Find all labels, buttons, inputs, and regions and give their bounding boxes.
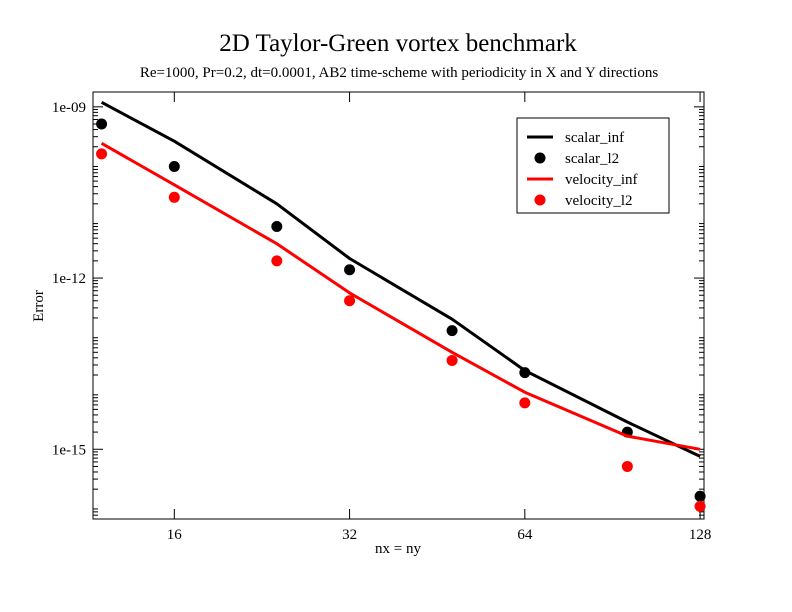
data-point-velocity-l2 bbox=[271, 255, 283, 267]
data-point-velocity-l2 bbox=[344, 295, 356, 307]
y-tick-label: 1e-12 bbox=[52, 271, 86, 287]
chart-subtitle: Re=1000, Pr=0.2, dt=0.0001, AB2 time-sch… bbox=[140, 65, 659, 81]
data-point-velocity-l2 bbox=[519, 397, 531, 409]
data-point-scalar-l2 bbox=[344, 264, 356, 276]
x-tick-label: 64 bbox=[517, 527, 533, 543]
data-point-velocity-l2 bbox=[96, 148, 108, 160]
data-point-scalar-l2 bbox=[271, 221, 283, 233]
data-point-velocity-l2 bbox=[694, 500, 706, 512]
legend-label-scalar-inf: scalar_inf bbox=[565, 130, 624, 146]
data-point-scalar-l2 bbox=[446, 325, 458, 337]
chart-title: 2D Taylor-Green vortex benchmark bbox=[219, 30, 577, 57]
legend-label-scalar-l2: scalar_l2 bbox=[565, 151, 619, 167]
legend-label-velocity-l2: velocity_l2 bbox=[565, 193, 633, 209]
y-tick-label: 1e-15 bbox=[52, 442, 86, 458]
series-layer bbox=[96, 100, 706, 512]
data-point-velocity-l2 bbox=[446, 354, 458, 366]
data-point-velocity-l2 bbox=[621, 460, 633, 472]
legend-swatch-scalar-l2 bbox=[534, 152, 546, 164]
x-axis-label: nx = ny bbox=[375, 541, 421, 557]
y-axis-label: Error bbox=[31, 290, 47, 322]
y-axis: 1e-09 1e-12 1e-15 bbox=[52, 100, 704, 520]
data-point-velocity-l2 bbox=[168, 191, 180, 203]
x-axis: 16 32 64 128 bbox=[167, 92, 712, 543]
y-tick-label: 1e-09 bbox=[52, 100, 86, 116]
data-point-scalar-l2 bbox=[168, 161, 180, 173]
legend: scalar_inf scalar_l2 velocity_inf velocity_… bbox=[516, 117, 670, 214]
legend-label-velocity-inf: velocity_inf bbox=[565, 172, 637, 188]
series-line-scalar-inf bbox=[100, 100, 701, 458]
x-tick-label: 16 bbox=[167, 527, 183, 543]
data-point-scalar-l2 bbox=[96, 118, 108, 130]
legend-swatch-velocity-l2 bbox=[534, 194, 546, 206]
x-tick-label: 128 bbox=[689, 527, 712, 543]
plot-frame bbox=[92, 91, 705, 520]
data-point-scalar-l2 bbox=[519, 367, 531, 379]
x-tick-label: 32 bbox=[342, 527, 357, 543]
data-point-scalar-l2 bbox=[694, 490, 706, 502]
series-line-velocity-inf bbox=[100, 141, 701, 451]
